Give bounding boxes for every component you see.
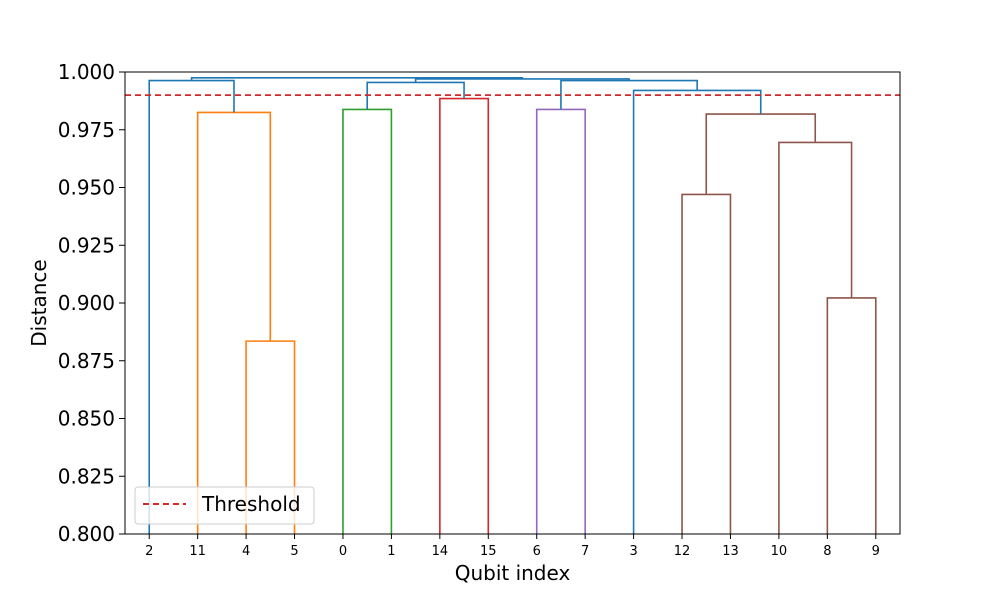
x-tick-label-4: 4 [242, 544, 250, 559]
dendrogram-link-9 [632, 89, 762, 534]
dendrogram-link-7 [778, 141, 853, 534]
x-tick-label-11: 11 [189, 544, 206, 559]
x-tick-label-6: 6 [533, 544, 541, 559]
legend: Threshold [134, 486, 315, 525]
x-tick-label-12: 12 [674, 544, 691, 559]
plot-frame [124, 71, 901, 535]
x-tick-label-0: 0 [339, 544, 347, 559]
dendrogram-link-1 [196, 111, 272, 534]
x-tick-label-13: 13 [722, 544, 739, 559]
dendrogram-link-6 [826, 297, 877, 534]
x-tick-label-7: 7 [581, 544, 589, 559]
dendrogram-link-14 [190, 76, 524, 81]
legend-box [134, 486, 315, 525]
x-tick-label-14: 14 [432, 544, 449, 559]
y-tick-label-4: 0.900 [58, 291, 115, 315]
y-tick-label-3: 0.875 [58, 349, 115, 373]
x-tick-label-15: 15 [480, 544, 497, 559]
y-tick-label-8: 1.000 [58, 60, 115, 84]
y-tick-label-2: 0.850 [58, 407, 115, 431]
legend-threshold-label: Threshold [201, 492, 301, 516]
y-axis: 0.800 0.825 0.850 0.875 0.900 0.925 0.950 0.975… [58, 60, 125, 546]
dendrogram-links [148, 76, 877, 534]
y-tick-label-1: 0.825 [58, 464, 115, 488]
x-tick-label-10: 10 [771, 544, 788, 559]
dendrogram-link-4 [535, 108, 586, 534]
x-axis: 2 11 4 5 0 1 14 15 6 7 3 12 13 10 8 9 [145, 534, 880, 559]
x-tick-label-9: 9 [872, 544, 880, 559]
x-tick-label-3: 3 [629, 544, 637, 559]
x-tick-label-1: 1 [387, 544, 395, 559]
x-tick-label-5: 5 [290, 544, 298, 559]
dendrogram-link-3 [439, 97, 490, 534]
x-tick-label-2: 2 [145, 544, 153, 559]
x-tick-label-8: 8 [823, 544, 831, 559]
dendrogram-link-2 [342, 108, 393, 534]
dendrogram-link-10 [148, 79, 235, 534]
y-tick-label-5: 0.925 [58, 233, 115, 257]
dendrogram-link-8 [705, 113, 817, 195]
y-tick-label-6: 0.950 [58, 176, 115, 200]
y-tick-label-7: 0.975 [58, 118, 115, 142]
dendrogram-link-5 [681, 193, 732, 534]
y-axis-label: Distance [27, 259, 51, 346]
y-tick-label-0: 0.800 [58, 522, 115, 546]
x-axis-label: Qubit index [455, 561, 571, 585]
